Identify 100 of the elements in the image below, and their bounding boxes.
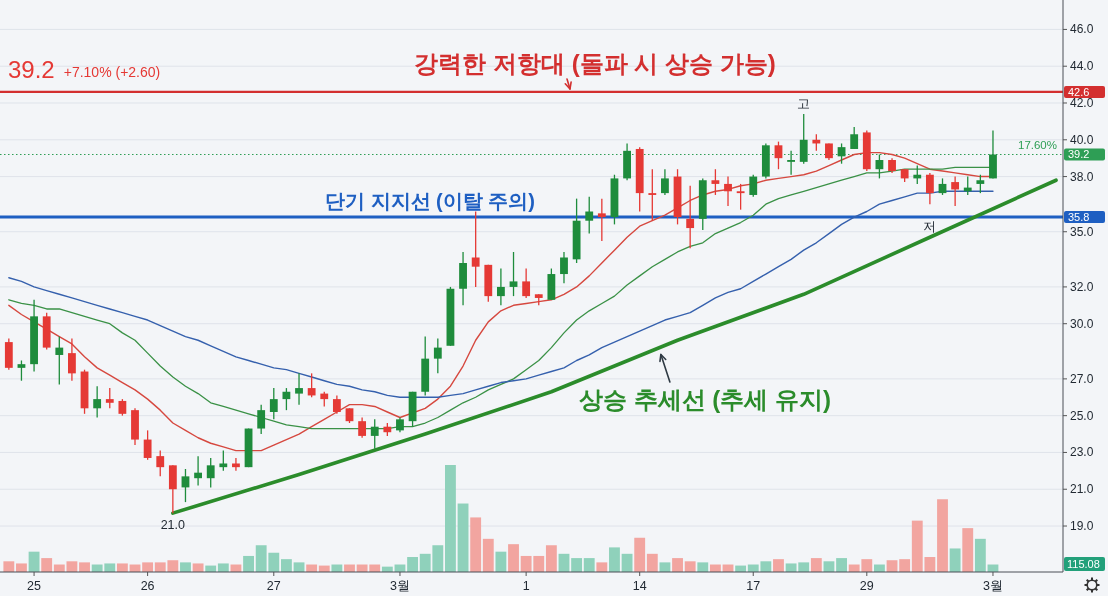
bar <box>571 558 583 572</box>
y-tick-label: 46.0 <box>1070 22 1094 37</box>
candlestick <box>257 403 266 435</box>
candlestick <box>951 175 960 207</box>
candlestick <box>269 387 278 420</box>
candlestick <box>496 267 505 306</box>
candlestick <box>585 196 594 235</box>
candlestick <box>597 197 606 242</box>
candlestick <box>661 168 669 196</box>
annotation: 17.60% <box>1017 139 1057 152</box>
annotation: 단기 지지선 (이탈 주의) <box>325 190 535 213</box>
candlestick <box>143 429 152 461</box>
bar <box>41 558 53 572</box>
bar <box>79 562 90 572</box>
text: 115.08 <box>1067 558 1100 570</box>
bar <box>495 551 507 572</box>
candlestick <box>749 174 758 198</box>
y-tick-label: 35.0 <box>1070 224 1094 239</box>
bar <box>634 537 646 572</box>
y-tick-label: 32.0 <box>1070 279 1094 294</box>
candlestick <box>560 251 568 284</box>
candlestick <box>55 335 64 386</box>
bar <box>974 538 986 572</box>
x-tick-label: 27 <box>266 579 281 593</box>
candlestick <box>724 175 732 207</box>
bar <box>116 563 128 572</box>
x-tick-label: 3월 <box>389 579 410 593</box>
candlestick <box>774 140 783 170</box>
ref-line-label: 39.2 <box>1068 148 1090 161</box>
x-tick-label: 14 <box>632 579 647 593</box>
candlestick <box>232 457 240 472</box>
candlestick <box>168 464 177 514</box>
annotation: 21.0 <box>160 518 186 533</box>
candlestick <box>711 168 720 196</box>
bar <box>609 547 620 572</box>
bar <box>646 553 658 572</box>
bar <box>773 559 784 572</box>
candlestick <box>976 174 985 194</box>
bar <box>445 465 456 572</box>
candlestick <box>648 168 657 222</box>
bar <box>217 563 229 572</box>
y-tick-label: 40.0 <box>1070 132 1094 147</box>
bar <box>836 558 847 572</box>
bar <box>482 538 494 572</box>
bar <box>583 558 595 572</box>
candlestick <box>105 387 114 409</box>
candlestick <box>156 449 165 478</box>
bar <box>545 545 557 572</box>
bar <box>407 557 419 572</box>
text: +7.10% (+2.60) <box>63 64 161 80</box>
bar <box>949 548 961 572</box>
y-tick-label: 42.0 <box>1070 96 1094 110</box>
x-tick-label: 1 <box>522 579 530 593</box>
candlestick <box>17 359 26 382</box>
y-tick-label: 25.0 <box>1070 408 1094 423</box>
bar <box>621 553 633 572</box>
series-label: 상승 추세선 (추세 유지) <box>579 386 831 413</box>
bar <box>16 563 27 572</box>
candlestick <box>850 126 859 150</box>
ref-line-label: 35.8 <box>1068 211 1090 224</box>
candlestick <box>68 337 76 382</box>
line-series <box>171 178 1058 515</box>
bar <box>508 544 519 572</box>
y-tick-label: 21.0 <box>1070 482 1094 497</box>
y-tick-label: 44.0 <box>1070 59 1094 74</box>
candlestick <box>295 372 303 406</box>
candlestick <box>433 337 442 375</box>
annotation: 강력한 저항대 (돌파 시 상승 가능) <box>414 49 776 77</box>
ref-line-label: 42.6 <box>1068 85 1090 98</box>
y-tick-label: 27.0 <box>1070 371 1094 386</box>
candlestick <box>206 457 215 489</box>
y-tick-label: 38.0 <box>1070 169 1094 184</box>
bar <box>684 561 696 572</box>
candlestick <box>522 267 531 299</box>
candlestick <box>194 455 202 487</box>
candlestick <box>370 418 379 450</box>
x-tick-label: 3월 <box>983 579 1003 593</box>
candlestick <box>358 416 367 439</box>
candlestick <box>471 210 480 288</box>
candlestick <box>307 372 316 398</box>
candlestick <box>799 113 808 165</box>
bar <box>672 558 683 572</box>
candlestick <box>787 150 796 176</box>
candlestick <box>181 468 190 503</box>
candlestick <box>989 129 997 180</box>
bar <box>192 563 204 572</box>
candlestick <box>332 394 341 415</box>
bar <box>810 558 822 572</box>
text: 39.2 <box>8 56 55 83</box>
annotation: 저 <box>923 220 937 235</box>
bar <box>697 562 709 572</box>
bar <box>280 559 292 572</box>
bar <box>180 562 191 572</box>
candlestick <box>219 449 228 472</box>
x-tick-label: 25 <box>27 579 42 593</box>
x-tick-label: 29 <box>859 579 874 593</box>
bar <box>596 562 608 572</box>
bar <box>899 559 911 572</box>
candlestick <box>925 172 934 205</box>
bar <box>3 561 15 572</box>
